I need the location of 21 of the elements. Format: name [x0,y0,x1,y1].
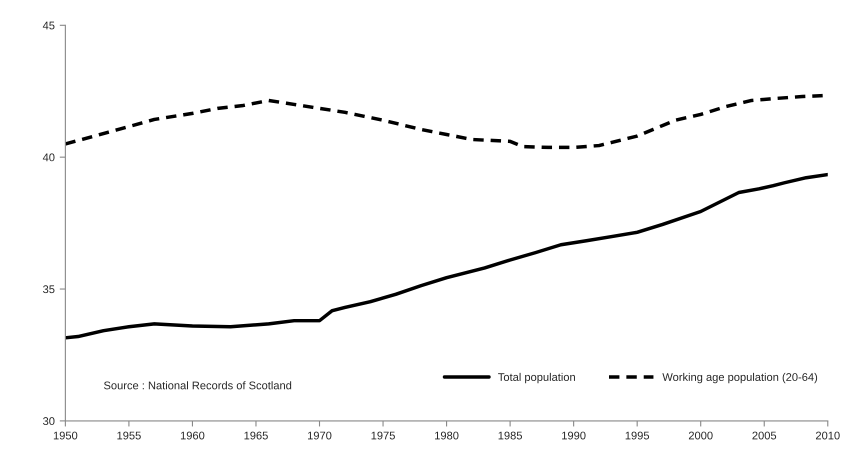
x-tick-label: 1965 [244,432,268,440]
y-tick-label: 40 [42,153,55,162]
y-tick-label: 30 [43,417,55,426]
x-tick-label: 2000 [688,432,713,440]
annotation: Source : National Records of Scotland [104,381,292,390]
x-tick-label: 1995 [626,432,650,440]
y-tick-label: 35 [43,285,54,294]
line-series [65,172,828,340]
x-tick-label: 1975 [372,432,395,440]
y-tick-label: 45 [42,22,54,30]
x-tick-label: 1960 [180,432,204,440]
legend-label: Working age population (20-64) [662,372,818,384]
x-tick-label: 2010 [816,432,840,440]
x-tick-label: 2005 [752,432,776,440]
legend-label: Total population [498,372,575,384]
x-tick-label: 1985 [498,432,522,440]
x-tick-label: 1990 [562,432,586,440]
x-tick-label: 1950 [54,432,78,440]
x-tick-label: 1980 [435,432,458,440]
x-tick-label: 1970 [308,432,332,440]
x-tick-label: 1955 [117,432,141,440]
